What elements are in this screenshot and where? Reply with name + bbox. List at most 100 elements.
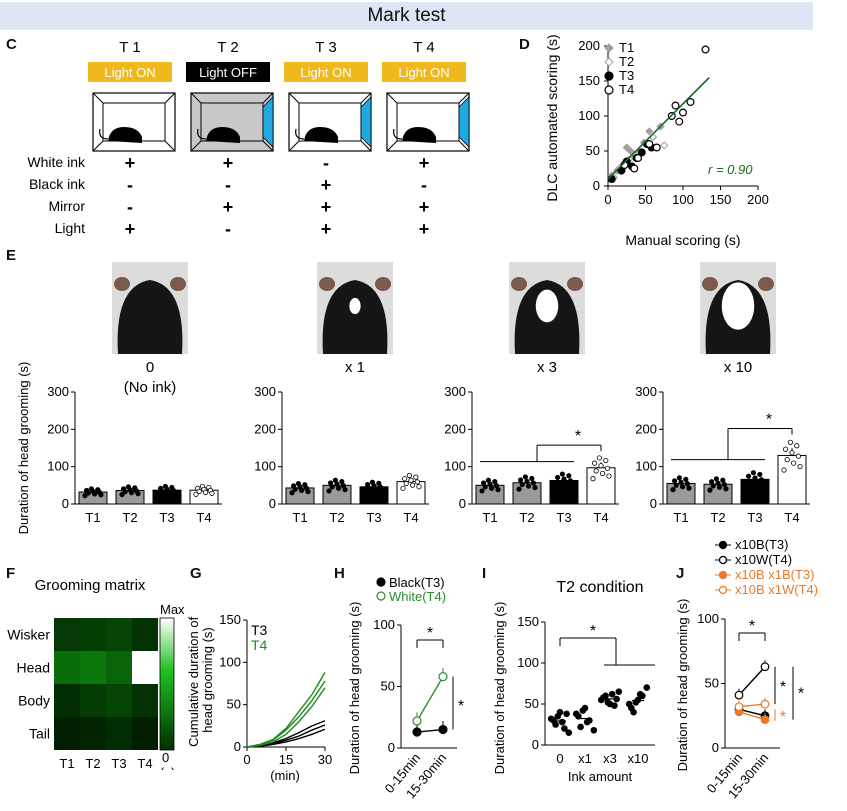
legend-label: T4 [619, 82, 634, 97]
x-tick-label: T3 [556, 510, 571, 525]
individual-point [409, 482, 416, 488]
data-point [633, 153, 642, 162]
heatmap-col-label: T3 [111, 756, 126, 770]
light-banner [382, 62, 466, 82]
y-tick-label: 100 [635, 459, 657, 474]
heatmap-row-label: Wisker [7, 627, 50, 643]
heatmap-cell [80, 684, 106, 717]
heatmap-col-label: T4 [137, 756, 152, 770]
y-tick-label: 100 [219, 654, 241, 669]
legend-marker [376, 577, 386, 587]
data-point [643, 684, 651, 691]
x-tick-label: T3 [159, 510, 174, 525]
x-tick-label: T1 [673, 510, 688, 525]
data-point [637, 148, 646, 157]
legend-marker [604, 71, 614, 81]
y-tick-label: 150 [517, 614, 539, 629]
data-point [583, 718, 591, 726]
panel-label-e: E [6, 247, 17, 264]
trial-label: T 2 [217, 39, 238, 56]
heatmap-cell [132, 651, 158, 684]
data-point [675, 117, 684, 126]
individual-point [335, 485, 342, 491]
individual-point [683, 476, 689, 482]
individual-point [98, 492, 104, 498]
mouse-icon [206, 127, 240, 143]
individual-point [416, 484, 422, 490]
individual-point [750, 470, 757, 476]
individual-point [366, 485, 372, 491]
individual-point [596, 455, 603, 461]
y-tick-label: 200 [254, 421, 276, 436]
arena-edge [458, 92, 470, 104]
data-point [660, 141, 669, 150]
ink-mark [721, 282, 755, 330]
sig-star: * [798, 686, 804, 703]
individual-point [85, 490, 91, 496]
heatmap-row-label: Tail [29, 726, 50, 742]
individual-point [400, 485, 406, 491]
y-tick-label: 0 [593, 178, 600, 193]
individual-point [326, 488, 332, 494]
individual-point [789, 450, 795, 456]
panel-c-setup: T 1 Light ON T 2 Light OFF T 3 Light ON T 4 Lig… [27, 39, 470, 239]
cumulative-line [246, 728, 326, 748]
header-banner: Mark test [0, 2, 813, 30]
data-point [636, 690, 644, 698]
light-label: Light ON [300, 65, 351, 80]
condition-label: x 1 [345, 359, 365, 376]
individual-point [298, 487, 305, 494]
sig-star: * [780, 679, 786, 696]
x-tick-label: 30 [318, 752, 332, 767]
individual-point [166, 489, 172, 495]
series-line [738, 708, 766, 717]
data-point [645, 139, 654, 148]
y-tick-label: 50 [381, 679, 395, 694]
x-tick-label: T4 [784, 510, 799, 525]
mouse-icon [304, 127, 338, 143]
y-tick-label: 100 [697, 611, 719, 626]
heatmap-cell [80, 651, 106, 684]
individual-point [119, 491, 125, 498]
condition-sign: + [321, 219, 332, 239]
individual-point [679, 484, 686, 490]
individual-point [129, 490, 135, 496]
individual-point [708, 479, 715, 485]
mouse-ear [114, 277, 130, 291]
individual-point [517, 477, 524, 483]
individual-point [289, 490, 295, 496]
data-point [575, 713, 582, 720]
individual-point [781, 467, 787, 473]
legend-label: T1 [619, 40, 634, 55]
arena-edge [288, 92, 300, 104]
mouse-tail-icon [295, 128, 305, 140]
individual-point [406, 472, 412, 479]
sig-star: * [458, 698, 464, 715]
individual-point [686, 485, 692, 491]
individual-point [529, 475, 535, 482]
heatmap-cell [54, 651, 80, 684]
sig-star: * [780, 709, 786, 726]
arena-edge [190, 140, 202, 152]
condition-label: 0 [146, 359, 154, 376]
mouse-ear [511, 277, 527, 291]
individual-point [193, 491, 199, 497]
y-tick-label: 50 [705, 676, 719, 691]
series-line [738, 666, 766, 696]
heatmap-cell [132, 684, 158, 717]
individual-point [122, 489, 128, 495]
individual-point [156, 491, 162, 497]
individual-point [567, 478, 574, 484]
panel-j-lines: x10B(T3)x10W(T4)x10B x1B(T3)x10B x1W(T4)… [675, 537, 818, 801]
x-tick-label: x10 [628, 751, 649, 766]
legend-marker [604, 85, 614, 95]
ink-mark [349, 297, 361, 315]
y-tick-label: 50 [586, 143, 600, 158]
heatmap-row-label: Head [17, 660, 50, 676]
individual-point [720, 477, 726, 483]
condition-sign: + [125, 153, 136, 173]
individual-point [482, 484, 488, 490]
individual-point [561, 476, 567, 482]
individual-point [747, 478, 753, 485]
